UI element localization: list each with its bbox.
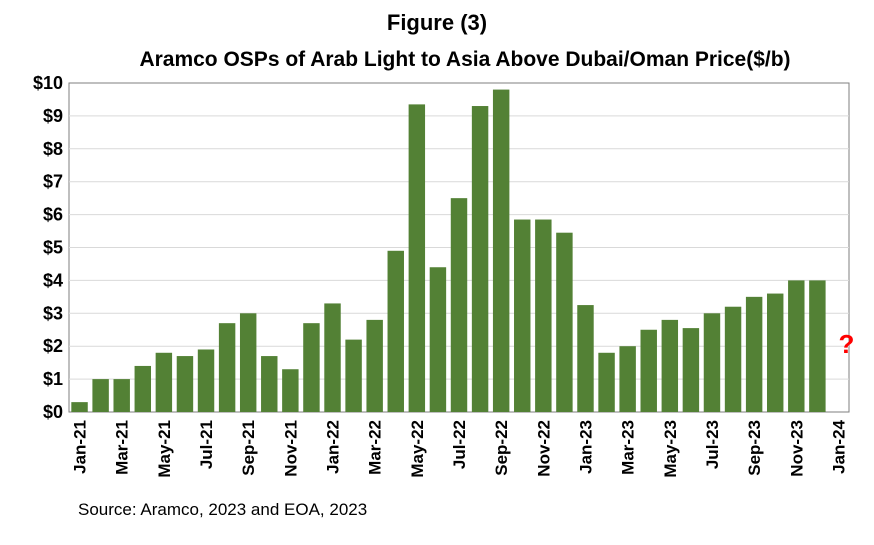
y-tick-label: $7 (43, 172, 63, 192)
y-tick-label: $1 (43, 369, 63, 389)
bar (303, 323, 320, 412)
y-tick-label: $8 (43, 139, 63, 159)
x-tick-label: Jul-22 (450, 420, 469, 469)
y-tick-label: $4 (43, 270, 63, 290)
pending-value-marker: ? (839, 329, 855, 359)
bar (113, 379, 130, 412)
x-tick-label: Mar-21 (113, 420, 132, 475)
bar (345, 339, 362, 412)
chart-subtitle: Aramco OSPs of Arab Light to Asia Above … (139, 48, 791, 71)
x-tick-label: Jul-21 (197, 420, 216, 469)
bar (176, 356, 194, 412)
y-tick-label: $5 (43, 238, 63, 258)
bar (640, 329, 657, 412)
x-tick-label: Sep-21 (239, 420, 258, 476)
bar (514, 219, 531, 412)
bar (450, 198, 468, 412)
bar (366, 319, 383, 412)
bar (556, 232, 573, 412)
y-tick-label: $10 (33, 73, 63, 93)
bar (155, 352, 173, 412)
bar (703, 313, 721, 412)
y-tick-label: $3 (43, 303, 63, 323)
bar (766, 293, 784, 412)
bar (745, 296, 763, 412)
source-note: Source: Aramco, 2023 and EOA, 2023 (78, 500, 368, 519)
x-tick-label: May-22 (408, 420, 427, 478)
chart-title: Figure (3) (386, 10, 488, 35)
x-tick-label: Sep-23 (745, 420, 764, 476)
x-tick-label: Jan-23 (576, 420, 595, 474)
y-tick-label: $2 (43, 336, 63, 356)
bar (724, 306, 742, 412)
x-tick-label: Nov-21 (281, 420, 300, 477)
bar (134, 365, 152, 412)
x-tick-label: Mar-22 (366, 420, 385, 475)
bar (682, 328, 700, 412)
bar (598, 352, 615, 412)
bar (92, 379, 109, 412)
bar (429, 267, 447, 412)
bar (387, 250, 404, 412)
bar (788, 280, 805, 412)
bars (71, 89, 826, 412)
y-tick-label: $6 (43, 205, 63, 225)
bar (661, 319, 679, 412)
bar (809, 280, 826, 412)
bar (577, 305, 594, 412)
x-axis-ticks: Jan-21 Mar-21 May-21 Jul-21 Sep-21 Nov-21 Jan-… (71, 419, 849, 477)
y-tick-label: $9 (43, 106, 63, 126)
bar (324, 303, 341, 412)
x-tick-label: Nov-22 (534, 420, 553, 477)
x-tick-label: May-23 (661, 420, 680, 478)
bar (282, 369, 299, 412)
bar (218, 323, 236, 412)
bar (492, 89, 510, 412)
x-tick-label: Mar-23 (619, 420, 638, 475)
bar (471, 106, 489, 412)
bar (408, 104, 426, 412)
bar (619, 346, 636, 412)
bar (71, 402, 88, 412)
y-tick-label: $0 (43, 402, 63, 422)
x-tick-label: Jul-23 (703, 420, 722, 469)
x-tick-label: Sep-22 (492, 420, 511, 476)
bar (261, 356, 278, 412)
x-tick-label: Jan-21 (71, 420, 90, 474)
bar (239, 313, 257, 412)
x-tick-label: May-21 (155, 420, 174, 478)
x-tick-label: Nov-23 (787, 420, 806, 477)
x-tick-label: Jan-24 (829, 419, 848, 473)
y-axis-ticks: $0 $1 $2 $3 $4 $5 $6 $7 $8 $9 $10 (33, 73, 63, 422)
bar (535, 219, 552, 412)
bar (197, 349, 215, 412)
x-tick-label: Jan-22 (324, 420, 343, 474)
